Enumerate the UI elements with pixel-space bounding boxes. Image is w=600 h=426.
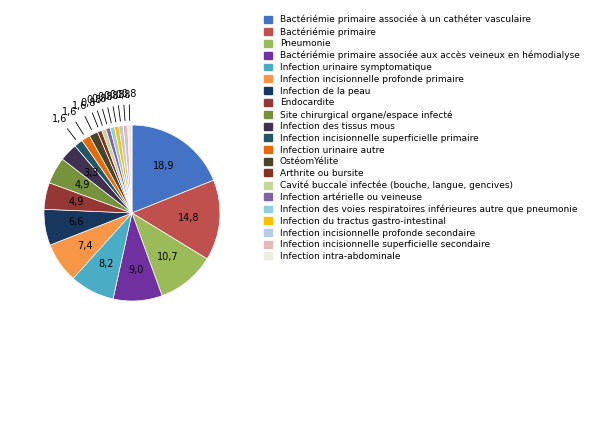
- Text: 4,9: 4,9: [74, 180, 89, 190]
- Text: 0,8: 0,8: [80, 98, 98, 127]
- Text: 8,2: 8,2: [98, 259, 113, 269]
- Text: 4,9: 4,9: [68, 197, 83, 207]
- Wedge shape: [106, 128, 132, 213]
- Wedge shape: [119, 125, 132, 213]
- Text: 10,7: 10,7: [157, 252, 179, 262]
- Wedge shape: [123, 125, 132, 213]
- Text: 0,8: 0,8: [109, 90, 125, 121]
- Wedge shape: [44, 183, 132, 213]
- Text: 0,8: 0,8: [115, 89, 131, 121]
- Wedge shape: [132, 180, 220, 259]
- Wedge shape: [98, 130, 132, 213]
- Text: 3,3: 3,3: [83, 169, 98, 178]
- Wedge shape: [50, 213, 132, 279]
- Wedge shape: [75, 141, 132, 213]
- Text: 1,6: 1,6: [73, 101, 92, 130]
- Text: 1,6: 1,6: [52, 114, 76, 140]
- Wedge shape: [115, 126, 132, 213]
- Wedge shape: [89, 132, 132, 213]
- Wedge shape: [132, 125, 214, 213]
- Wedge shape: [113, 213, 162, 301]
- Text: 18,9: 18,9: [153, 161, 175, 170]
- Wedge shape: [101, 129, 132, 213]
- Text: 9,0: 9,0: [128, 265, 143, 275]
- Text: 0,8: 0,8: [86, 95, 102, 125]
- Text: 1,6: 1,6: [62, 107, 83, 134]
- Text: 0,8: 0,8: [98, 92, 113, 123]
- Text: 0,8: 0,8: [121, 89, 137, 121]
- Wedge shape: [62, 146, 132, 213]
- Text: 7,4: 7,4: [77, 241, 93, 250]
- Wedge shape: [110, 127, 132, 213]
- Text: 0,8: 0,8: [92, 94, 107, 124]
- Wedge shape: [82, 136, 132, 213]
- Wedge shape: [49, 159, 132, 213]
- Wedge shape: [73, 213, 132, 299]
- Legend: Bactériémie primaire associée à un cathéter vasculaire, Bactériémie primaire, Pn: Bactériémie primaire associée à un cathé…: [263, 13, 581, 263]
- Text: 0,8: 0,8: [103, 91, 119, 122]
- Wedge shape: [128, 125, 132, 213]
- Text: 6,6: 6,6: [68, 217, 83, 227]
- Wedge shape: [44, 209, 132, 245]
- Wedge shape: [132, 213, 207, 296]
- Text: 14,8: 14,8: [178, 213, 200, 223]
